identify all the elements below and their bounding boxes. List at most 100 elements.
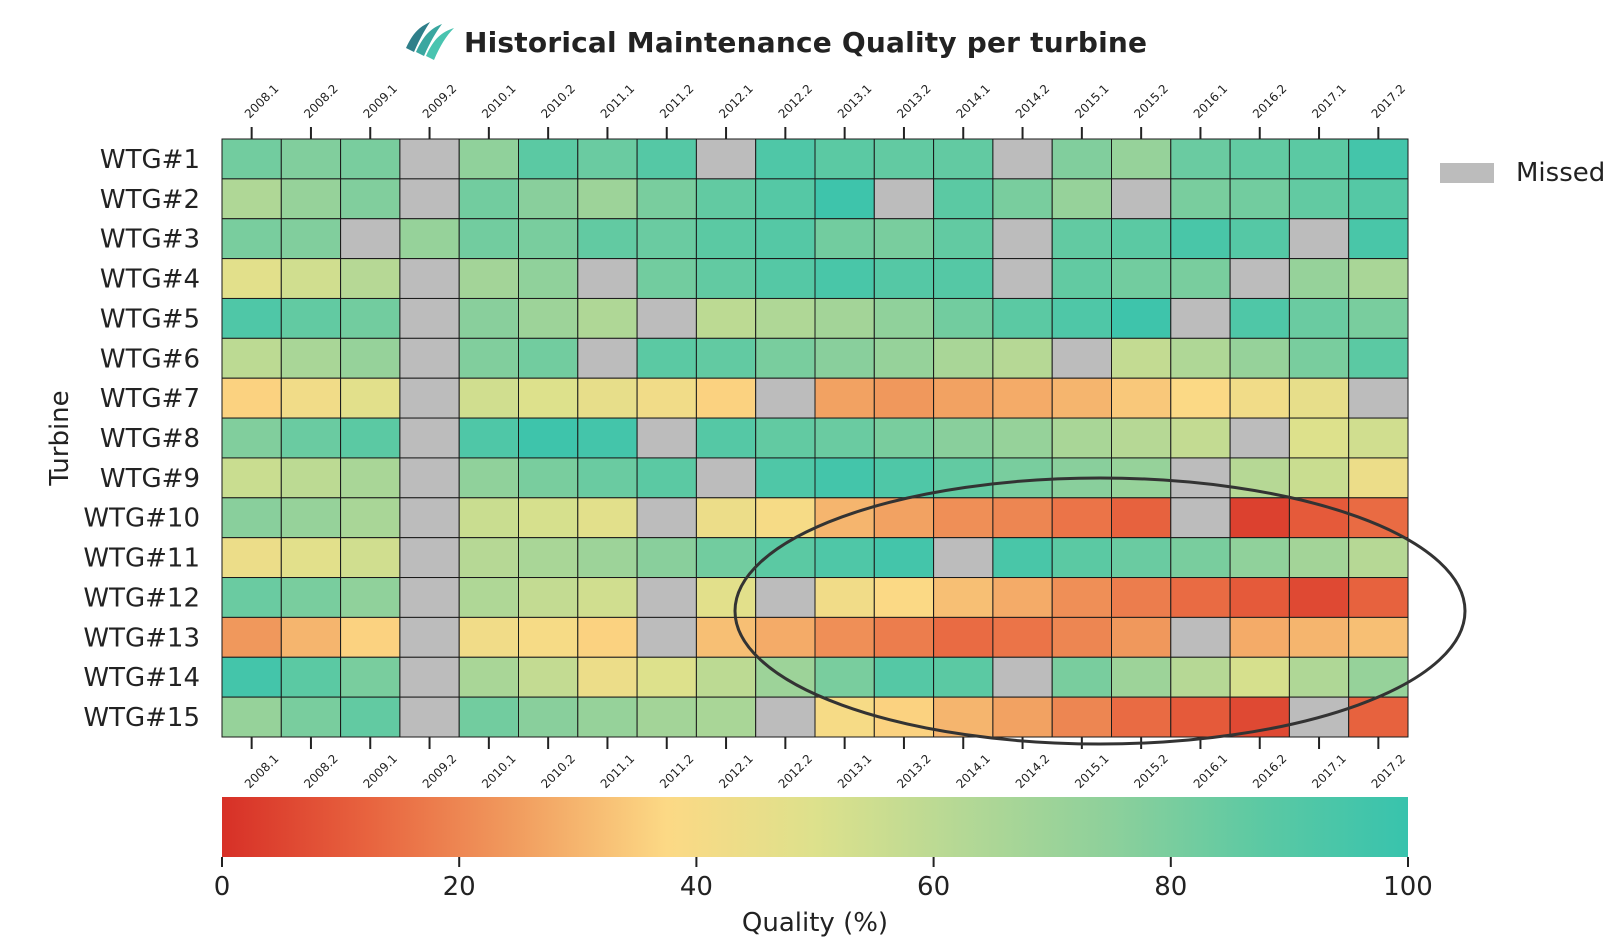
- colorbar-tick-label: 20: [443, 872, 476, 902]
- heatmap-cell: [577, 537, 638, 579]
- heatmap-cell: [636, 696, 697, 738]
- heatmap-cell: [695, 537, 757, 579]
- heatmap-cell: [458, 537, 520, 579]
- heatmap-cell: [933, 656, 994, 698]
- bottom-column-label: 2017.2: [1369, 752, 1409, 792]
- legend: Missed: [1440, 158, 1605, 188]
- heatmap-cell: [636, 457, 697, 499]
- heatmap-cell: [992, 537, 1053, 579]
- top-column-label: 2008.1: [242, 82, 282, 122]
- heatmap-cell: [873, 297, 935, 339]
- heatmap-cell: [1111, 377, 1172, 419]
- heatmap-cell: [458, 218, 520, 260]
- top-column-label: 2013.1: [835, 82, 875, 122]
- heatmap-cell: [280, 497, 342, 539]
- heatmap-cell: [814, 417, 875, 459]
- heatmap-cell: [814, 696, 875, 738]
- bottom-column-label: 2009.1: [360, 752, 400, 792]
- heatmap-cell: [873, 457, 935, 499]
- heatmap-cell-missed: [577, 258, 638, 299]
- heatmap-cell: [221, 218, 282, 260]
- heatmap-cell: [1111, 497, 1172, 539]
- heatmap-cell: [873, 656, 935, 698]
- heatmap-cell: [1288, 377, 1350, 419]
- row-label: WTG#12: [83, 583, 200, 613]
- heatmap-cell: [1111, 537, 1172, 579]
- heatmap-cell: [755, 337, 816, 379]
- heatmap-cell-missed: [755, 696, 816, 738]
- heatmap-cell: [933, 218, 994, 260]
- heatmap-cell: [1348, 656, 1409, 698]
- heatmap-cell: [221, 178, 282, 220]
- heatmap-cell-missed: [636, 616, 697, 658]
- heatmap-cell: [458, 297, 520, 339]
- heatmap-cell: [695, 696, 757, 738]
- heatmap-cell-missed: [1170, 457, 1231, 499]
- heatmap-cell: [221, 497, 282, 539]
- heatmap-cell-missed: [1170, 297, 1231, 339]
- heatmap-cell: [1111, 696, 1172, 738]
- heatmap-cell: [1051, 297, 1112, 339]
- top-column-label: 2014.2: [1013, 82, 1053, 122]
- bottom-column-label: 2014.2: [1013, 752, 1053, 792]
- heatmap-cell: [873, 337, 935, 379]
- heatmap-cell: [1051, 656, 1112, 698]
- heatmap-cell: [1051, 138, 1112, 180]
- heatmap-cell: [1348, 537, 1409, 579]
- heatmap-cell: [933, 337, 994, 379]
- heatmap-cell: [1288, 138, 1350, 180]
- bottom-column-label: 2010.2: [538, 752, 578, 792]
- heatmap-cell: [1288, 417, 1350, 459]
- heatmap-cell: [1288, 297, 1350, 339]
- legend-swatch-missed: [1440, 163, 1494, 183]
- heatmap-cell: [992, 577, 1053, 618]
- heatmap-cell: [340, 497, 401, 539]
- bottom-column-label: 2014.1: [953, 752, 993, 792]
- heatmap-cell: [518, 297, 579, 339]
- heatmap-cell-missed: [636, 497, 697, 539]
- heatmap-cell: [340, 297, 401, 339]
- heatmap-cell: [873, 138, 935, 180]
- heatmap-cell: [873, 377, 935, 419]
- heatmap-cell: [992, 377, 1053, 419]
- heatmap-cell: [518, 577, 579, 618]
- heatmap-cell: [1170, 258, 1231, 299]
- heatmap-cell-missed: [399, 178, 460, 220]
- heatmap-cell: [1348, 297, 1409, 339]
- heatmap-cell: [1051, 218, 1112, 260]
- heatmap-cell: [1051, 497, 1112, 539]
- row-label: WTG#8: [100, 424, 200, 454]
- heatmap-cell: [1288, 616, 1350, 658]
- heatmap-cell: [577, 138, 638, 180]
- heatmap-cell: [340, 377, 401, 419]
- heatmap-cell: [1170, 218, 1231, 260]
- top-column-label: 2012.1: [716, 82, 756, 122]
- heatmap-cell: [1051, 258, 1112, 299]
- heatmap-cell-missed: [695, 457, 757, 499]
- heatmap-cell: [933, 577, 994, 618]
- heatmap-cell: [458, 258, 520, 299]
- heatmap-cell: [1229, 497, 1290, 539]
- heatmap-cell-missed: [992, 656, 1053, 698]
- heatmap-cell-missed: [1051, 337, 1112, 379]
- title-block: Historical Maintenance Quality per turbi…: [400, 18, 1147, 66]
- heatmap-cell: [577, 297, 638, 339]
- heatmap-cell: [1348, 178, 1409, 220]
- heatmap-cell-missed: [1170, 497, 1231, 539]
- heatmap-cell: [577, 577, 638, 618]
- heatmap-cell: [1288, 457, 1350, 499]
- top-column-label: 2015.2: [1131, 82, 1171, 122]
- heatmap-cell: [873, 577, 935, 618]
- row-label: WTG#7: [100, 384, 200, 414]
- heatmap-cell: [340, 457, 401, 499]
- heatmap-cell: [814, 178, 875, 220]
- bottom-column-label: 2013.2: [894, 752, 934, 792]
- heatmap-cell: [221, 696, 282, 738]
- heatmap-cell: [577, 457, 638, 499]
- top-column-label: 2011.2: [657, 82, 697, 122]
- heatmap-cell: [1229, 537, 1290, 579]
- row-label: WTG#5: [100, 304, 200, 334]
- heatmap-cell: [221, 297, 282, 339]
- heatmap-cell: [1051, 577, 1112, 618]
